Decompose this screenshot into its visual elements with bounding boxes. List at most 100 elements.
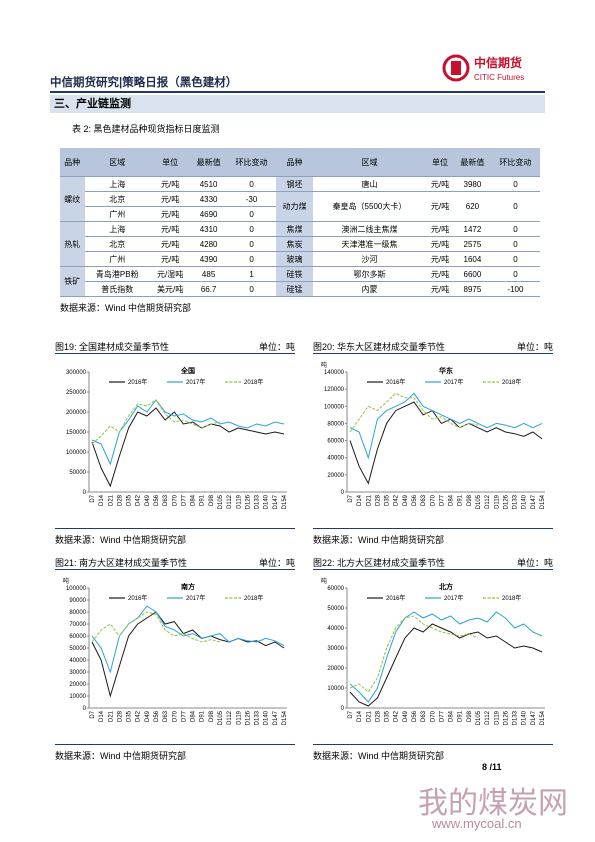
x-tick-label: D42 (394, 494, 400, 506)
series-line (91, 611, 285, 698)
group-cell: 硅锰 (276, 281, 313, 297)
series-line (91, 611, 221, 643)
figure-title: 图21: 南方大区建材成交量季节性 (55, 558, 188, 568)
x-tick-label: D28 (375, 710, 381, 722)
group-cell: 钢坯 (276, 176, 313, 192)
x-tick-label: D98 (209, 494, 215, 506)
column-header: 区域 (84, 148, 150, 177)
header-title: 中信期货研究|策略日报（黑色建材） (50, 77, 238, 89)
y-tick-label: 150000 (66, 430, 87, 436)
cell: 0 (490, 191, 540, 222)
column-header: 最新值 (454, 148, 491, 177)
figure-source: 数据来源：Wind 中信期货研究部 (313, 528, 553, 546)
x-tick-label: D112 (485, 710, 491, 725)
cell: 6600 (454, 266, 491, 282)
cell: 北京 (84, 236, 150, 252)
figure-rule (313, 353, 553, 354)
table-row: 热轧 上海 元/吨 4310 0 焦煤 澳洲二线主焦煤 元/吨 1472 0 (60, 221, 540, 267)
x-tick-label: D133 (255, 494, 261, 509)
column-header: 单位 (426, 148, 455, 177)
legend-label: 2016年 (128, 594, 147, 602)
cell: 元/吨 (149, 206, 191, 222)
y-tick-label: 20000 (69, 682, 86, 688)
cell: 4510 (190, 176, 227, 192)
cell: 0 (227, 236, 277, 252)
x-tick-label: D84 (449, 494, 455, 506)
y-tick-label: 40000 (327, 626, 344, 632)
cell: 元/吨 (149, 221, 191, 237)
cell: 4390 (190, 251, 227, 267)
cell: 1 (227, 266, 277, 282)
y-tick-label: 30000 (327, 646, 344, 652)
table-row: 广州 元/吨 4690 0 (60, 206, 540, 222)
y-tick-label: 100000 (66, 450, 87, 456)
chart-title: 北方 (439, 582, 453, 591)
x-tick-label: D77 (181, 710, 187, 722)
x-tick-label: D98 (467, 710, 473, 722)
watermark: 我的煤炭网 (418, 787, 568, 820)
x-tick-label: D140 (264, 494, 270, 509)
figure: 图19: 全国建材成交量季节性 单位：吨 数据来源：Wind 中信期货研究部 0 500… (55, 340, 295, 545)
y-tick-label: 60000 (69, 634, 86, 640)
x-tick-label: D91 (200, 710, 206, 722)
x-tick-label: D112 (227, 494, 233, 509)
x-tick-label: D105 (476, 710, 482, 725)
x-tick-label: D77 (439, 710, 445, 722)
x-tick-label: D126 (503, 710, 509, 725)
legend-label: 2018年 (502, 378, 521, 386)
cell: 66.7 (190, 281, 227, 297)
cell: 8975 (454, 281, 491, 297)
x-tick-label: D21 (108, 710, 114, 722)
x-tick-label: D42 (136, 494, 142, 506)
cell: 元/吨 (149, 251, 191, 267)
table-row: 北京 元/吨 4330 -30 动力煤 秦皇岛（5500大卡） 元/吨 620 0 (60, 191, 540, 222)
section-title: 三、产业链监测 (50, 95, 545, 113)
x-tick-label: D35 (385, 710, 391, 722)
x-tick-label: D77 (439, 494, 445, 506)
series-line (349, 392, 543, 460)
legend-label: 2018年 (502, 594, 521, 602)
x-tick-label: D154 (282, 494, 288, 509)
x-tick-label: D7 (348, 494, 354, 502)
cell: 元/吨 (426, 251, 455, 267)
x-tick-label: D21 (366, 710, 372, 722)
cell: 1472 (454, 221, 491, 237)
cell: 唐山 (312, 176, 427, 192)
cell: 元/吨 (426, 191, 455, 222)
chart-title: 全国 (180, 366, 195, 375)
cell: 4280 (190, 236, 227, 252)
table-caption: 表 2: 黑色建材品种现货指标日度监测 (72, 124, 220, 134)
legend-label: 2017年 (444, 378, 463, 386)
cell: 0 (490, 221, 540, 237)
y-tick-label: 250000 (66, 390, 87, 396)
x-tick-label: D84 (449, 710, 455, 722)
cell: 青岛港PB粉 (84, 266, 150, 282)
x-tick-label: D28 (117, 494, 123, 506)
x-tick-label: D56 (154, 494, 160, 506)
group-cell: 焦炭 (276, 236, 313, 252)
cell: 元/吨 (149, 191, 191, 207)
legend-label: 2018年 (244, 594, 263, 602)
x-tick-label: D105 (476, 494, 482, 509)
series-line (91, 605, 285, 674)
table-row: 螺纹 上海 元/吨 4510 0 钢坯 唐山 元/吨 3980 0 (60, 176, 540, 222)
cell: 元/吨 (426, 281, 455, 297)
x-tick-label: D49 (403, 710, 409, 722)
x-tick-label: D133 (513, 710, 519, 725)
figure-source: 数据来源：Wind 中信期货研究部 (55, 744, 295, 762)
y-tick-label: 0 (83, 490, 87, 496)
x-tick-label: D49 (403, 494, 409, 506)
x-tick-label: D91 (458, 494, 464, 506)
figure-rule (55, 569, 295, 570)
column-header: 最新值 (190, 148, 227, 177)
x-tick-label: D49 (145, 710, 151, 722)
legend-label: 2016年 (128, 378, 147, 386)
y-tick-label: 60000 (327, 439, 344, 445)
figure-title: 图19: 全国建材成交量季节性 (55, 342, 170, 352)
figure: 图22: 北方大区建材成交量季节性 单位：吨 数据来源：Wind 中信期货研究部 0 1… (313, 556, 553, 761)
y-tick-label: 0 (341, 706, 345, 712)
y-tick-label: 100000 (66, 586, 87, 592)
column-header: 环比变动 (227, 148, 277, 177)
cell: 1604 (454, 251, 491, 267)
cell: 元/吨 (426, 236, 455, 252)
